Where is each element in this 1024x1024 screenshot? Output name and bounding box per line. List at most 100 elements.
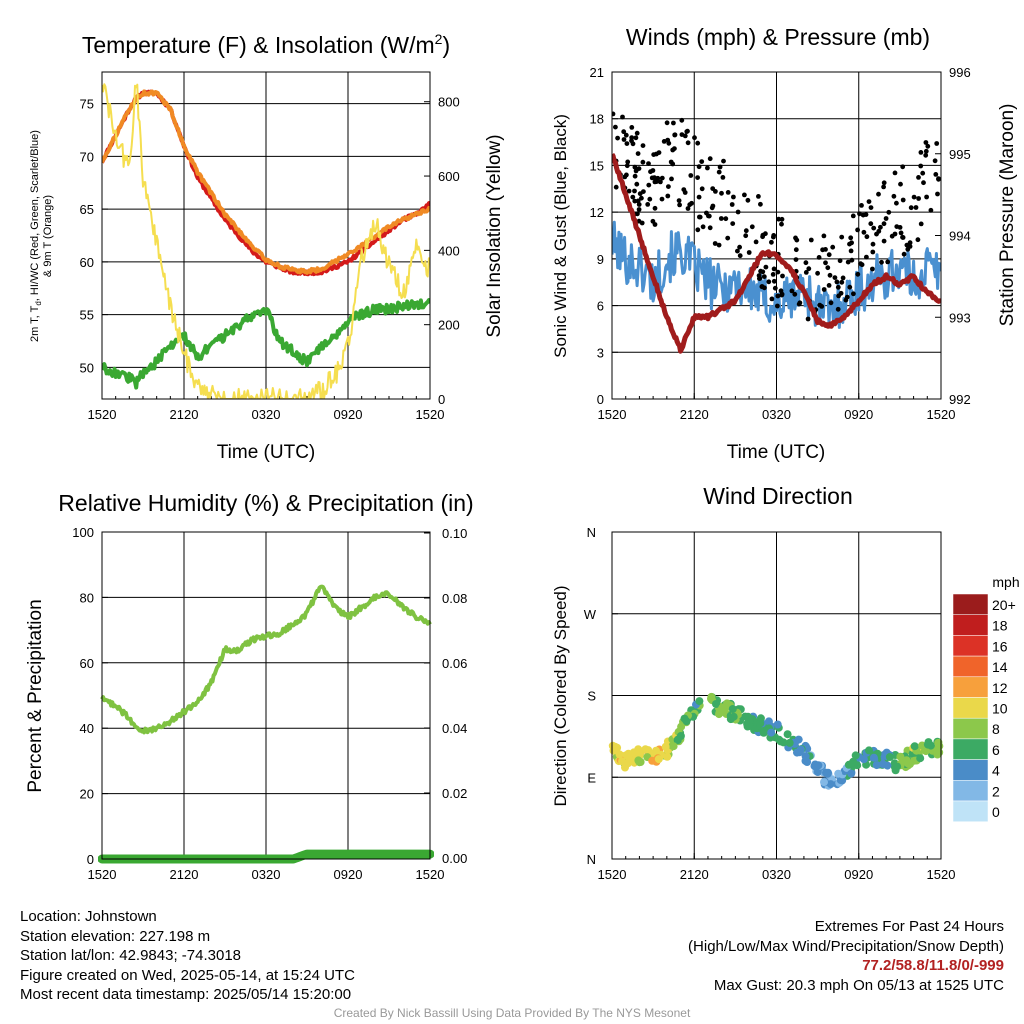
wind-gust-point [723, 216, 729, 222]
wind-gust-point [803, 260, 809, 266]
wind-gust-point [825, 265, 831, 271]
wind-gust-point [630, 194, 636, 200]
speed-legend-swatch [952, 738, 989, 760]
wind-gust-point [889, 233, 895, 239]
speed-legend-label: 6 [992, 742, 1000, 758]
temp-y2-tick-label: 200 [438, 318, 460, 333]
rh-x-tick-label: 1520 [88, 867, 117, 882]
wind-gust-point [918, 163, 924, 169]
wind-gust-point [908, 205, 914, 211]
wind-gust-point [839, 279, 845, 285]
wind-gust-point [808, 237, 814, 243]
wind-gust-point [717, 164, 723, 170]
wind-gust-point [792, 291, 798, 297]
dir-point [648, 756, 657, 765]
dir-point [795, 748, 804, 757]
temp-x-tick-label: 1520 [88, 407, 117, 422]
wind-gust-point [793, 257, 799, 262]
wind-gust-point [646, 182, 652, 188]
wind-gust-point [832, 275, 838, 280]
dir-point [677, 722, 686, 731]
dir-point [896, 752, 905, 761]
wind-gust-point [685, 140, 691, 146]
wind-gust-point [779, 216, 785, 222]
wind-gust-point [735, 248, 740, 254]
speed-legend-label: 2 [992, 783, 1000, 799]
wind-gust-point [621, 129, 627, 135]
rh-y-tick-label: 60 [80, 656, 94, 671]
rh-y2-tick-label: 0.08 [442, 591, 467, 606]
wind-gust-point [859, 262, 865, 268]
wind-gust-point [697, 214, 702, 220]
temp-series-line-3 [102, 83, 430, 399]
temp-x-tick-label: 2120 [170, 407, 199, 422]
dir-point [814, 761, 823, 770]
wind-gust-point [706, 213, 712, 219]
wind-gust-point [821, 287, 827, 292]
wind-gust-point [659, 175, 665, 181]
speed-legend-label: 16 [992, 638, 1008, 654]
wind-gust-point [849, 257, 855, 263]
dir-point [718, 704, 727, 712]
wind-x-tick-label: 0920 [844, 407, 873, 422]
extremes-desc: (High/Low/Max Wind/Precipitation/Snow De… [688, 937, 1004, 955]
dir-point [885, 753, 894, 761]
wind-gust-point [725, 190, 731, 195]
wind-gust-point [886, 209, 892, 215]
wind-gust-point [835, 284, 841, 290]
wind-gust-point [629, 125, 635, 130]
wind-gust-point [915, 237, 921, 243]
wind-gust-point [817, 302, 823, 308]
wind-gust-point [835, 306, 841, 312]
wind-gust-point [636, 202, 642, 207]
dir-point [838, 776, 847, 785]
wind-gust-point [615, 135, 620, 141]
speed-legend-label: 4 [992, 763, 1000, 779]
wind-gust-point [863, 212, 869, 218]
dir-point [663, 752, 672, 761]
dir-y-tick-label: S [587, 689, 596, 704]
max-gust-text: Max Gust: 20.3 mph On 05/13 at 1525 UTC [713, 976, 1004, 994]
wind-gust-point [907, 240, 913, 246]
extremes-values: 77.2/58.8/11.8/0/-999 [862, 957, 1004, 974]
wind-gust-point [672, 132, 678, 138]
wind-gust-point [864, 254, 869, 260]
wind-gust-point [716, 169, 722, 175]
wind-gust-point [837, 258, 843, 264]
rh-y2-tick-label: 0.04 [442, 721, 467, 736]
wind-gust-point [892, 170, 898, 176]
wind-gust-point [743, 228, 749, 234]
wind-gust-point [870, 249, 876, 255]
wind-gust-point [658, 179, 663, 185]
wind-x-tick-label: 1520 [927, 407, 956, 422]
dir-point [923, 740, 932, 749]
dir-x-tick-label: 1520 [927, 867, 956, 882]
wind-y-tick-label: 6 [597, 299, 604, 314]
wind-gust-point [624, 163, 630, 169]
wind-gust-point [676, 198, 682, 204]
wind-gust-point [779, 291, 785, 297]
wind-gust-point [766, 279, 772, 285]
dir-point [851, 751, 860, 760]
temp-y2-tick-label: 800 [438, 95, 460, 110]
wind-gust-point [826, 252, 832, 258]
dir-point [801, 756, 810, 765]
dir-point [869, 753, 878, 762]
wind-gust-point [696, 164, 702, 170]
wind-gust-point [640, 159, 646, 165]
dir-point [707, 692, 716, 701]
wind-gust-point [629, 135, 635, 141]
wind-gust-point [921, 180, 926, 186]
dir-y-tick-label: N [587, 852, 596, 867]
dir-point [712, 700, 720, 708]
credit-text: Created By Nick Bassill Using Data Provi… [333, 1006, 691, 1020]
wind-gust-point [685, 206, 691, 211]
wind-gust-point [716, 242, 722, 248]
temp-y2-tick-label: 400 [438, 243, 460, 258]
temp-y-tick-label: 70 [80, 149, 94, 164]
recent-text: Most recent data timestamp: 2025/05/14 1… [20, 986, 352, 1003]
wind-gust-point [677, 202, 682, 208]
temp-y2-tick-label: 600 [438, 169, 460, 184]
wind-gust-point [923, 140, 929, 145]
wind-gust-point [682, 133, 688, 139]
